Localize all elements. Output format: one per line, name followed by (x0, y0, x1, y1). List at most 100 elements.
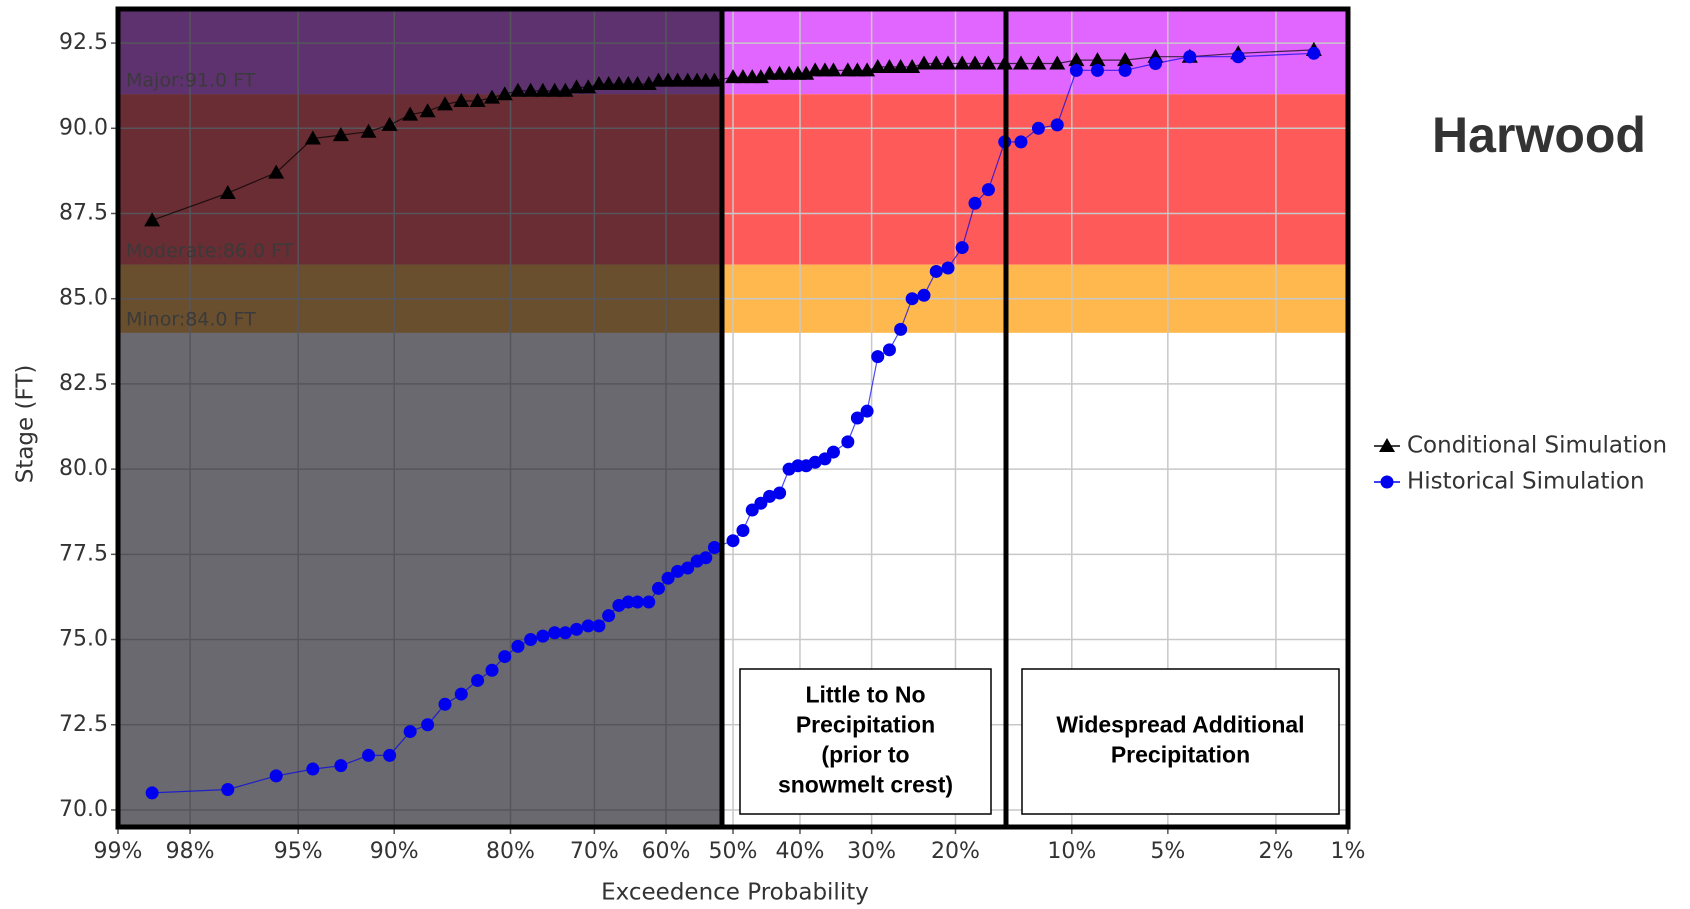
data-point (437, 96, 454, 111)
data-point (981, 183, 995, 197)
x-tick-label: 30% (847, 839, 896, 864)
x-tick-label: 40% (776, 839, 825, 864)
data-point (332, 127, 349, 142)
x-tick-label: 2% (1258, 839, 1293, 864)
y-axis-title: Stage (FT) (13, 365, 39, 484)
y-tick-label: 70.0 (59, 797, 108, 822)
x-tick-label: 20% (931, 839, 980, 864)
annotation-text: Widespread Additional (1056, 712, 1304, 738)
data-point (522, 82, 539, 97)
y-tick-label: 87.5 (59, 201, 108, 226)
x-tick-label: 80% (486, 839, 535, 864)
data-point (509, 82, 526, 97)
y-tick-label: 85.0 (59, 286, 108, 311)
data-point (954, 55, 971, 70)
legend-marker (1379, 438, 1395, 452)
data-point (929, 264, 943, 278)
data-point (269, 769, 283, 783)
y-tick-label: 72.5 (59, 712, 108, 737)
data-point (892, 58, 909, 73)
data-point (548, 626, 562, 640)
data-point (940, 55, 957, 70)
data-point (905, 292, 919, 306)
data-point (1307, 46, 1321, 60)
x-tick-label: 95% (274, 839, 323, 864)
data-point (1049, 55, 1066, 70)
data-point (826, 445, 840, 459)
data-point (1149, 57, 1163, 71)
data-point (980, 55, 997, 70)
data-point (763, 489, 777, 503)
data-point (419, 103, 436, 118)
data-point (592, 619, 606, 633)
data-point (631, 595, 645, 609)
x-tick-label: 90% (370, 839, 419, 864)
data-point (669, 72, 686, 87)
data-point (860, 404, 874, 418)
y-tick-label: 82.5 (59, 371, 108, 396)
x-tick-label: 50% (709, 839, 758, 864)
data-point (471, 673, 485, 687)
data-point (383, 748, 397, 762)
annotation-text: snowmelt crest) (778, 772, 953, 798)
data-point (955, 241, 969, 255)
data-point (600, 75, 617, 90)
data-point (145, 786, 159, 800)
data-point (1183, 50, 1197, 64)
data-point (144, 212, 161, 227)
legend-marker (1380, 475, 1394, 489)
data-point (1069, 63, 1083, 77)
data-point (825, 62, 842, 77)
data-point (621, 595, 635, 609)
data-point (1118, 63, 1132, 77)
x-tick-label: 99% (94, 839, 143, 864)
data-point (511, 639, 525, 653)
data-point (1089, 52, 1106, 67)
flood-label: Minor:84.0 FT (126, 308, 256, 330)
data-point (496, 86, 513, 101)
chart-title: Harwood (1432, 107, 1646, 163)
y-tick-label: 80.0 (59, 456, 108, 481)
data-point (941, 261, 955, 275)
plot-frame (115, 6, 1351, 830)
data-point (761, 65, 778, 80)
data-point (869, 58, 886, 73)
data-point (534, 82, 551, 97)
data-point (642, 595, 656, 609)
annotation-text: Precipitation (1111, 742, 1250, 768)
data-point (968, 196, 982, 210)
data-point (381, 116, 398, 131)
data-point (808, 455, 822, 469)
data-point (362, 748, 376, 762)
data-point (558, 626, 572, 640)
y-tick-label: 90.0 (59, 115, 108, 140)
annotation-text: (prior to (821, 742, 909, 768)
data-point (736, 523, 750, 537)
data-point (438, 697, 452, 711)
data-point (629, 75, 646, 90)
data-point (726, 534, 740, 548)
data-point (1231, 50, 1245, 64)
annotation-box (739, 668, 992, 815)
data-point (421, 718, 435, 732)
data-point (221, 783, 235, 797)
data-point (706, 72, 723, 87)
x-tick-label: 60% (642, 839, 691, 864)
data-point (707, 541, 721, 555)
data-point (661, 571, 675, 585)
data-point (915, 55, 932, 70)
data-point (966, 55, 983, 70)
shaded-region (118, 9, 722, 827)
data-point (917, 288, 931, 302)
data-point (268, 164, 285, 179)
data-point (1050, 118, 1064, 132)
x-axis-title: Exceedence Probability (601, 880, 869, 906)
x-tick-label: 98% (166, 839, 215, 864)
data-point (1030, 55, 1047, 70)
data-point (546, 82, 563, 97)
y-tick-label: 75.0 (59, 627, 108, 652)
data-point (882, 343, 896, 357)
data-point (1117, 52, 1134, 67)
data-point (894, 322, 908, 336)
